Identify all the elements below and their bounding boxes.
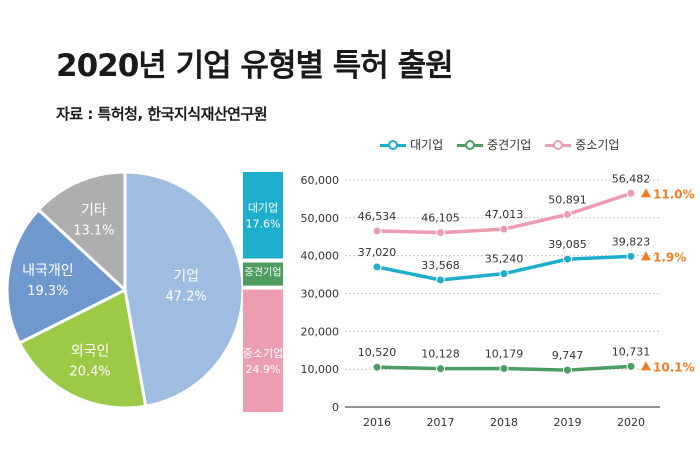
data-label-large: 35,240 xyxy=(485,253,524,266)
x-tick-label: 2018 xyxy=(490,416,518,429)
data-point-sme xyxy=(626,188,636,198)
breakdown-bar-sme xyxy=(243,289,283,412)
data-label-sme: 56,482 xyxy=(612,172,651,185)
breakdown-label-large: 대기업 xyxy=(248,201,278,214)
y-tick-label: 0 xyxy=(332,401,339,414)
change-label-sme: 11.0% xyxy=(653,187,695,201)
y-tick-label: 30,000 xyxy=(301,288,340,301)
data-point-mid xyxy=(626,361,636,371)
legend-marker-sme xyxy=(545,139,572,150)
breakdown-label-sme: 중소기업 xyxy=(243,347,283,360)
pie-slice-corporate xyxy=(123,170,245,408)
pie-value-other: 13.1% xyxy=(73,224,114,239)
legend-label-large: 대기업 xyxy=(410,138,444,152)
pie-slice-other xyxy=(36,170,127,294)
pie-label-other: 기타 xyxy=(81,203,107,219)
change-arrow-sme xyxy=(641,188,651,198)
data-label-large: 33,568 xyxy=(421,259,460,272)
change-label-large: 1.9% xyxy=(653,250,686,264)
y-tick-label: 60,000 xyxy=(301,174,340,187)
data-point-mid xyxy=(499,363,509,373)
data-point-large xyxy=(436,275,445,285)
legend-item-mid: 중견기업 xyxy=(457,136,531,153)
pie-value-foreign: 20.4% xyxy=(69,365,110,380)
data-point-large xyxy=(372,262,382,272)
legend-item-sme: 중소기업 xyxy=(545,136,619,153)
pie-slice-domestic-individual xyxy=(5,207,128,345)
legend-marker-mid xyxy=(457,139,484,150)
data-label-sme: 46,105 xyxy=(421,212,460,225)
data-label-large: 39,823 xyxy=(612,235,651,248)
data-point-sme xyxy=(436,228,445,238)
data-point-large xyxy=(499,269,509,279)
data-point-large xyxy=(563,254,572,264)
data-point-large xyxy=(626,251,636,261)
breakdown-label-mid: 중견기업 xyxy=(245,266,282,279)
breakdown-bar-large xyxy=(243,172,283,259)
page-title: 2020년 기업 유형별 특허 출원 xyxy=(56,48,454,84)
data-label-mid: 10,179 xyxy=(485,347,524,360)
legend-label-sme: 중소기업 xyxy=(575,138,620,152)
legend-item-large: 대기업 xyxy=(380,136,443,153)
pie-label-domestic-individual: 내국개인 xyxy=(22,263,74,279)
data-label-large: 37,020 xyxy=(358,246,397,259)
data-label-mid: 9,747 xyxy=(552,349,584,362)
data-point-sme xyxy=(563,209,572,219)
y-tick-label: 10,000 xyxy=(301,363,340,376)
y-tick-label: 50,000 xyxy=(301,212,340,225)
y-tick-label: 20,000 xyxy=(301,325,340,338)
breakdown-value-sme: 24.9% xyxy=(246,363,281,376)
data-label-sme: 50,891 xyxy=(548,193,587,206)
data-label-mid: 10,520 xyxy=(358,346,397,359)
x-tick-label: 2017 xyxy=(427,416,455,429)
data-point-mid xyxy=(372,362,382,372)
change-arrow-mid xyxy=(641,361,651,371)
data-label-large: 39,085 xyxy=(548,238,587,251)
data-label-sme: 46,534 xyxy=(358,210,397,223)
data-point-sme xyxy=(499,224,509,234)
data-point-mid xyxy=(563,365,572,375)
change-arrow-large xyxy=(641,251,651,261)
data-point-sme xyxy=(372,226,382,236)
line-chart-legend: 대기업 중견기업 중소기업 xyxy=(380,136,619,153)
y-tick-label: 40,000 xyxy=(301,250,340,263)
data-label-mid: 10,731 xyxy=(612,345,651,358)
pie-label-foreign: 외국인 xyxy=(71,344,110,360)
breakdown-bar-mid xyxy=(243,262,283,286)
change-label-mid: 10.1% xyxy=(653,360,695,374)
legend-label-mid: 중견기업 xyxy=(487,138,532,152)
data-point-mid xyxy=(436,364,445,374)
pie-label-corporate: 기업 xyxy=(173,269,199,285)
pie-value-domestic-individual: 19.3% xyxy=(27,284,68,299)
x-tick-label: 2020 xyxy=(617,416,645,429)
data-label-sme: 47,013 xyxy=(485,208,524,221)
breakdown-value-large: 17.6% xyxy=(246,217,281,230)
source-note: 자료 : 특허청, 한국지식재산연구원 xyxy=(56,105,268,123)
x-tick-label: 2016 xyxy=(363,416,391,429)
x-tick-label: 2019 xyxy=(554,416,582,429)
data-label-mid: 10,128 xyxy=(421,348,460,361)
pie-value-corporate: 47.2% xyxy=(165,290,206,305)
legend-marker-large xyxy=(380,139,406,150)
pie-slice-foreign xyxy=(17,287,148,410)
